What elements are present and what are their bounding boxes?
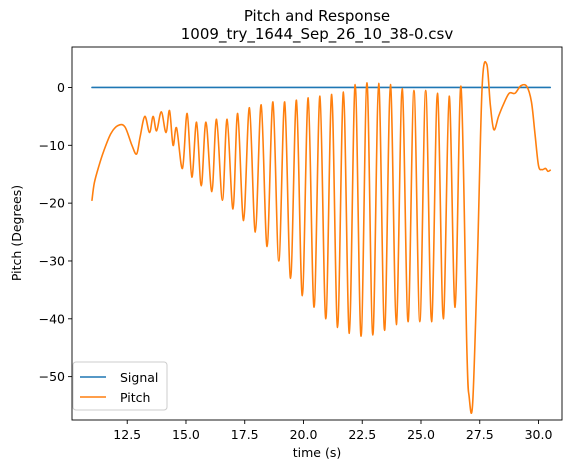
legend: Signal Pitch: [72, 361, 168, 411]
legend-signal-label: Signal: [120, 370, 158, 385]
x-tick-label: 25.0: [407, 427, 435, 442]
y-tick-label: −10: [39, 138, 65, 153]
plot-area: 12.5 15.0 17.5 20.0 22.5 25.0 27.5 30.0 0 −10 −20 −…: [39, 46, 563, 442]
legend-frame: [72, 361, 168, 411]
x-tick-label: 12.5: [113, 427, 141, 442]
y-tick-label: −50: [39, 369, 65, 384]
x-tick-label: 27.5: [466, 427, 494, 442]
x-tick-label: 17.5: [231, 427, 259, 442]
x-tick-label: 20.0: [290, 427, 318, 442]
y-tick-label: −30: [39, 253, 65, 268]
x-tick-label: 22.5: [348, 427, 376, 442]
x-tick-label: 15.0: [172, 427, 200, 442]
legend-pitch-label: Pitch: [120, 390, 150, 405]
plot-frame: [71, 46, 563, 421]
x-tick-label: 30.0: [525, 427, 553, 442]
y-axis-label: Pitch (Degrees): [9, 185, 24, 281]
chart-subtitle: 1009_try_1644_Sep_26_10_38-0.csv: [181, 25, 454, 44]
series-line-pitch: [91, 60, 552, 414]
y-tick-label: −20: [39, 196, 65, 211]
y-tick-label: −40: [39, 311, 65, 326]
chart-title: Pitch and Response: [244, 7, 390, 25]
x-axis-label: time (s): [293, 445, 341, 460]
y-tick-label: 0: [57, 80, 65, 95]
